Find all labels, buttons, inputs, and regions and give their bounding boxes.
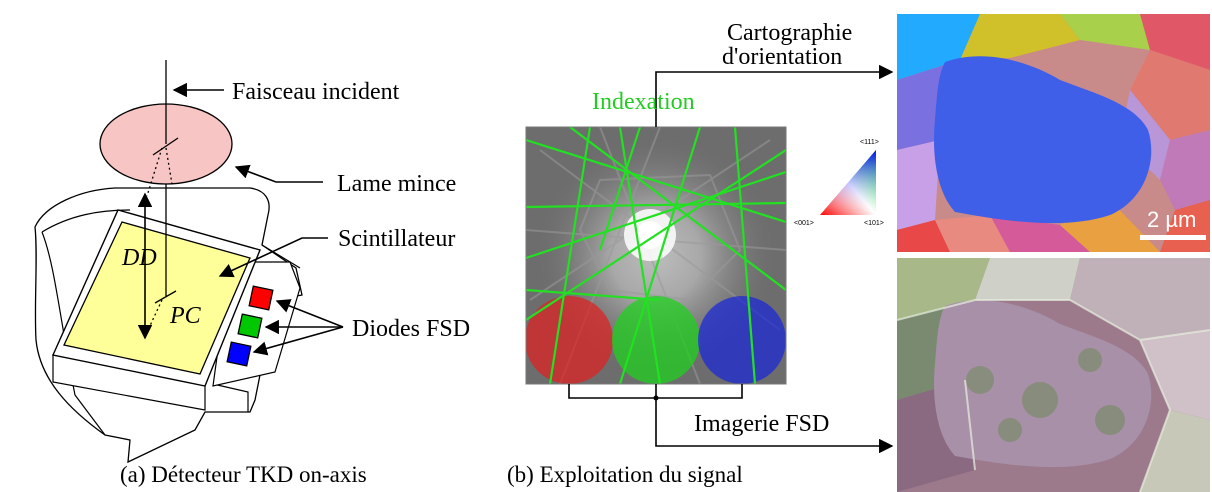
caption-b: (b) Exploitation du signal xyxy=(507,462,743,487)
detector-diagram: Faisceau incident Lame mince Scintillate… xyxy=(34,60,470,487)
foil-label: Lame mince xyxy=(337,171,456,197)
scale-bar-label: 2 µm xyxy=(1147,207,1196,232)
scintillator-callout xyxy=(218,237,328,278)
diodes-label: Diodes FSD xyxy=(352,316,470,342)
diode-callout-3 xyxy=(252,326,344,356)
ipf-top-label: <111> xyxy=(860,139,879,146)
diode-callout-1 xyxy=(275,299,344,328)
scintillator-screen xyxy=(63,221,251,375)
indexation-lines xyxy=(526,127,786,384)
ipf-color-key: <111> <001> <101> xyxy=(794,139,884,227)
ipf-left-label: <001> xyxy=(794,220,814,227)
orientation-label-line2: d'orientation xyxy=(722,44,842,70)
fsd-blue-spot xyxy=(698,296,786,384)
orientation-arrow xyxy=(655,64,894,127)
orientation-map: 2 µm xyxy=(897,14,1210,252)
scale-bar xyxy=(1140,235,1206,240)
beam-label: Faisceau incident xyxy=(232,79,400,105)
scintillator-label: Scintillateur xyxy=(338,226,455,252)
fsd-arrow xyxy=(655,398,894,454)
caption-a: (a) Détecteur TKD on-axis xyxy=(120,462,367,487)
diode-blue xyxy=(226,341,252,367)
pc-label: PC xyxy=(169,303,202,329)
indexation-label: Indexation xyxy=(592,89,695,115)
orientation-label-line1: Cartographie xyxy=(727,20,852,46)
dd-label: DD xyxy=(121,245,157,271)
central-grain xyxy=(934,56,1152,224)
fsd-image xyxy=(897,258,1210,492)
diode-green xyxy=(237,313,263,339)
foil-callout xyxy=(234,164,323,183)
fsd-red-spot xyxy=(526,296,613,384)
fsd-green-spot xyxy=(612,296,700,384)
ipf-right-label: <101> xyxy=(864,220,884,227)
kikuchi-pattern xyxy=(526,127,786,384)
diode-red xyxy=(248,285,274,311)
fsd-imaging-label: Imagerie FSD xyxy=(694,411,829,437)
signal-diagram: <111> <001> <101> 2 µm xyxy=(507,14,1210,492)
